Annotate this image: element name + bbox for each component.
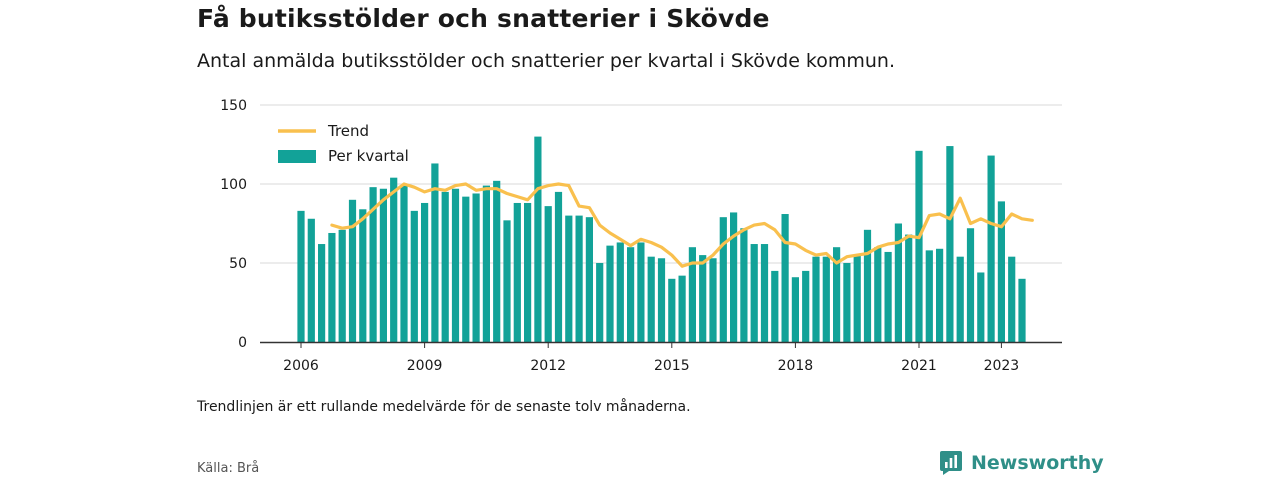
bar — [709, 258, 717, 342]
bar — [338, 229, 346, 342]
bar — [554, 191, 563, 342]
x-tick-label: 2009 — [407, 358, 443, 374]
bar — [678, 275, 686, 342]
bar — [1008, 256, 1016, 342]
bar — [647, 256, 655, 342]
x-tick-label: 2018 — [778, 358, 814, 374]
bar — [668, 278, 676, 342]
bar — [513, 202, 521, 342]
chart-title: Få butiksstölder och snatterier i Skövde — [197, 4, 770, 33]
bar — [719, 217, 727, 342]
bar — [503, 220, 511, 342]
x-tick-label: 2015 — [654, 358, 690, 374]
bar — [966, 228, 975, 342]
bar — [894, 223, 902, 342]
bar — [925, 250, 933, 342]
bar — [637, 242, 645, 342]
y-tick-label: 100 — [220, 177, 247, 193]
x-tick-label: 2006 — [283, 358, 319, 374]
bar — [493, 180, 501, 342]
bar — [730, 212, 738, 342]
bar — [400, 185, 408, 342]
chart-subtitle: Antal anmälda butiksstölder och snatteri… — [197, 50, 896, 72]
bar — [688, 247, 696, 342]
bar — [534, 136, 542, 342]
bar — [657, 258, 666, 342]
bar — [853, 255, 861, 342]
bar — [997, 201, 1005, 342]
bar — [616, 242, 624, 342]
bar — [328, 232, 336, 342]
bar — [781, 214, 789, 342]
bar — [627, 247, 635, 342]
bar — [421, 202, 429, 342]
bar — [874, 247, 882, 342]
bar — [822, 256, 830, 342]
bar — [307, 218, 315, 342]
bar — [297, 210, 305, 342]
chart: 0 50 100 150 2006 2009 2012 2015 2018 2021 2023 Tre… — [220, 98, 1062, 374]
bar — [699, 255, 707, 342]
bar — [812, 256, 820, 342]
bar — [956, 256, 964, 342]
source-label: Källa: Brå — [197, 461, 260, 476]
bar — [462, 196, 470, 342]
bar — [987, 155, 995, 342]
bar — [369, 187, 377, 342]
brand-name: Newsworthy — [971, 452, 1104, 474]
legend-trend-label: Trend — [327, 122, 369, 140]
bar — [750, 244, 758, 342]
bar — [915, 150, 923, 342]
bar — [936, 248, 944, 342]
bar — [379, 188, 387, 342]
y-tick-label: 0 — [238, 335, 247, 351]
legend-bar-swatch — [278, 150, 316, 163]
bar — [833, 247, 841, 342]
y-tick-label: 50 — [229, 256, 247, 272]
bar — [863, 229, 872, 342]
bar — [596, 263, 604, 342]
bar — [802, 270, 810, 342]
bar — [524, 202, 532, 342]
bar-chart-logo-icon — [940, 451, 962, 475]
bar — [565, 215, 573, 342]
bar — [791, 277, 799, 342]
bar — [318, 244, 326, 342]
bar — [843, 263, 851, 342]
bar — [390, 177, 398, 342]
brand-logo[interactable]: Newsworthy — [939, 450, 1104, 476]
bar — [771, 270, 779, 342]
trend-line — [330, 182, 1034, 268]
bar — [451, 188, 460, 342]
bar — [359, 209, 367, 342]
bar — [544, 206, 552, 342]
bar — [472, 193, 480, 342]
bar — [905, 234, 913, 342]
x-tick-label: 2021 — [901, 358, 937, 374]
x-tick-label: 2012 — [530, 358, 566, 374]
bar — [348, 199, 357, 342]
bar — [441, 191, 449, 342]
bar — [585, 217, 593, 342]
chart-footnote: Trendlinjen är ett rullande medelvärde f… — [197, 399, 691, 415]
bar — [431, 163, 439, 342]
y-tick-label: 150 — [220, 98, 247, 114]
bar — [977, 272, 985, 342]
bar — [575, 215, 583, 342]
x-tick-label: 2023 — [984, 358, 1020, 374]
bar — [410, 210, 418, 342]
bar — [482, 185, 490, 342]
legend-bar-label: Per kvartal — [328, 147, 409, 165]
bar — [740, 228, 748, 342]
bar — [606, 245, 614, 342]
bar — [1018, 278, 1026, 342]
bar — [760, 244, 769, 342]
bar — [884, 251, 892, 342]
bar — [946, 146, 954, 342]
